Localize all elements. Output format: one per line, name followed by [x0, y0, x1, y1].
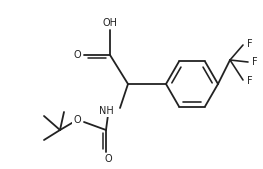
Text: F: F [247, 76, 253, 86]
Text: O: O [104, 154, 112, 164]
Text: O: O [73, 50, 81, 60]
Text: F: F [252, 57, 258, 67]
Text: O: O [73, 115, 81, 125]
Text: F: F [247, 39, 253, 49]
Text: OH: OH [103, 18, 118, 28]
Text: NH: NH [99, 106, 113, 116]
